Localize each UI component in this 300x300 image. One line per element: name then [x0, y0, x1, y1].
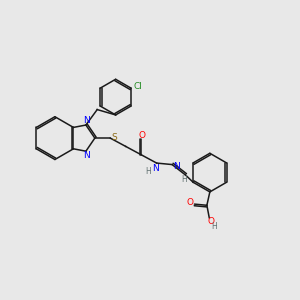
Text: O: O — [207, 218, 214, 226]
Text: O: O — [186, 198, 194, 207]
Text: N: N — [83, 151, 90, 160]
Text: O: O — [139, 130, 146, 140]
Text: Cl: Cl — [133, 82, 142, 91]
Text: H: H — [211, 222, 217, 231]
Text: H: H — [182, 175, 187, 184]
Text: N: N — [173, 162, 180, 171]
Text: N: N — [83, 116, 90, 125]
Text: N: N — [152, 164, 159, 172]
Text: S: S — [112, 133, 117, 142]
Text: H: H — [146, 167, 151, 176]
